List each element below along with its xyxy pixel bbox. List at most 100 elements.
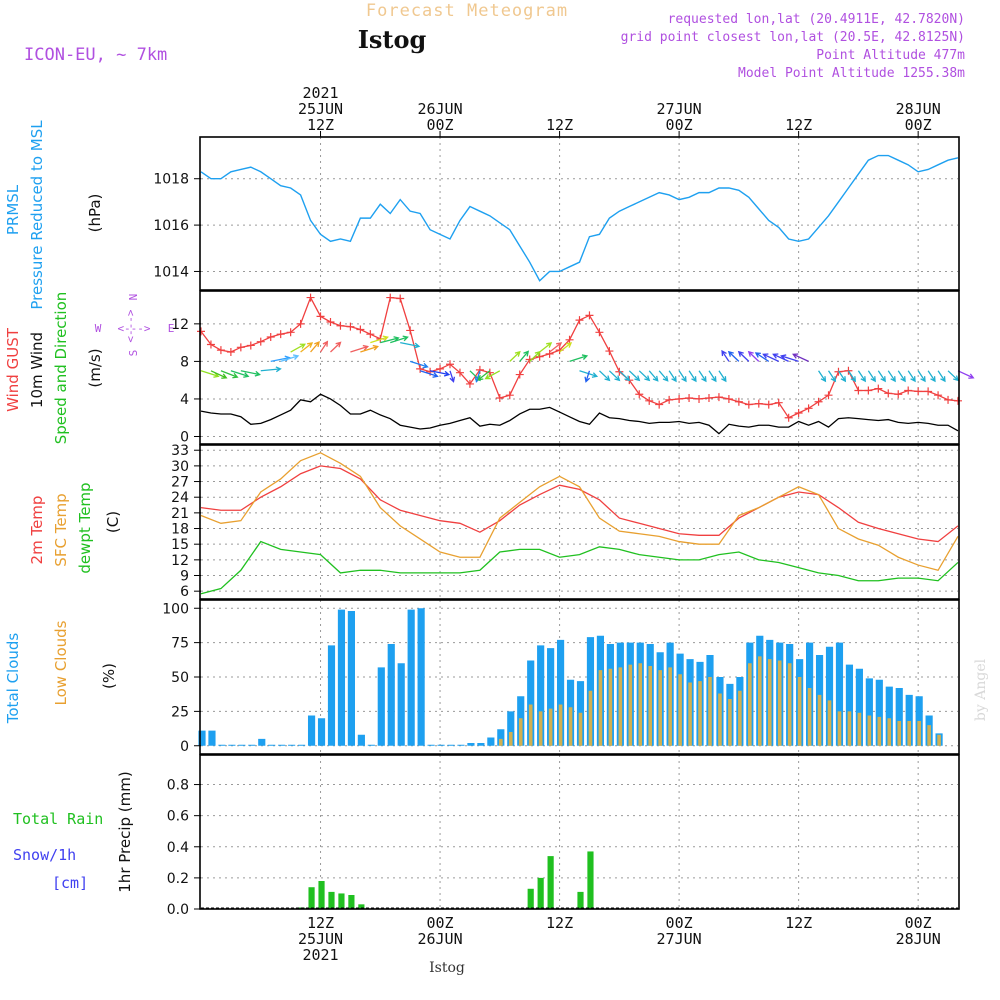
total-clouds-label: Total Clouds	[4, 633, 22, 725]
panel-frame-pressure	[199, 136, 960, 291]
footer-station: Istog	[429, 960, 465, 976]
gust-point-marker	[505, 391, 514, 400]
wind-direction-arrow	[737, 350, 750, 362]
low-cloud-bar	[608, 668, 613, 746]
total-cloud-bar	[208, 730, 216, 746]
wind-direction-arrow	[200, 370, 220, 378]
total-cloud-bar	[437, 744, 445, 746]
gust-label: Wind GUST	[4, 327, 22, 412]
gust-point-marker	[296, 319, 305, 328]
gust-point-marker	[406, 326, 415, 335]
gust-point-marker	[934, 391, 943, 400]
gust-point-marker	[784, 413, 793, 422]
total-cloud-bar	[835, 642, 844, 746]
wind-direction-arrow	[477, 370, 491, 381]
time-label-top: 26JUN	[417, 100, 462, 118]
low-cloud-bar	[548, 708, 553, 746]
compass-ew-arrow: <--->	[117, 322, 150, 335]
low-cloud-bar	[817, 694, 822, 746]
gust-point-marker	[754, 399, 763, 408]
wind10m-series-line	[200, 393, 959, 435]
low-cloud-bar	[518, 718, 523, 746]
gust-point-marker	[446, 360, 455, 369]
time-label-bottom: 12Z	[546, 914, 573, 932]
low-cloud-bar	[708, 677, 712, 746]
total-cloud-bar	[855, 668, 863, 746]
gust-point-marker	[615, 367, 624, 376]
gust-point-marker	[914, 387, 923, 396]
wind-direction-arrow	[449, 370, 456, 383]
gust-point-marker	[675, 394, 684, 403]
snow-unit-label: [cm]	[52, 874, 88, 892]
total-cloud-bar	[307, 715, 316, 746]
total-cloud-bar	[377, 667, 385, 746]
total-cloud-bar	[556, 639, 565, 746]
total-cloud-bar	[268, 744, 276, 746]
total-cloud-bar	[885, 686, 893, 746]
wind-direction-arrow	[818, 370, 827, 383]
low-cloud-bar	[578, 712, 583, 746]
precip-tick-label: 0.6	[167, 809, 189, 825]
compass-e: E	[168, 322, 175, 335]
total-cloud-bar	[347, 611, 355, 746]
wind-direction-arrow	[270, 355, 291, 363]
total-cloud-bar	[477, 743, 485, 746]
temperature-tick-label: 18	[171, 522, 189, 538]
time-label-bottom: 27JUN	[657, 930, 702, 948]
time-label-bottom: 26JUN	[417, 930, 462, 948]
total-cloud-bar	[288, 744, 296, 746]
pressure-tick-label: 1016	[153, 218, 189, 234]
gust-point-marker	[366, 330, 375, 339]
wind-direction-arrow	[668, 370, 677, 383]
total-cloud-bar	[218, 744, 226, 746]
total-cloud-bar	[905, 694, 913, 746]
wind-direction-arrow	[319, 340, 329, 353]
wind-tick-label: 4	[180, 392, 189, 408]
low-cloud-bar	[837, 711, 842, 746]
total-cloud-bar	[537, 645, 545, 746]
gust-point-marker	[924, 387, 933, 396]
low-cloud-bar	[777, 660, 782, 746]
gust-point-marker	[216, 346, 225, 355]
low-cloud-bar	[588, 690, 593, 746]
chart-title: Forecast Meteogram	[366, 1, 568, 21]
wind-direction-arrow	[350, 344, 370, 353]
temperature-tick-label: 15	[171, 537, 189, 553]
wind-direction-arrow	[400, 341, 421, 349]
gust-point-marker	[326, 317, 335, 326]
low-cloud-bar	[857, 712, 862, 746]
gust-point-marker	[724, 394, 733, 403]
wind-direction-arrow	[747, 350, 760, 362]
wind-direction-arrow	[658, 370, 669, 382]
total-cloud-bar	[298, 744, 306, 746]
time-label-top: 12Z	[307, 116, 334, 134]
pressure-label-2: Pressure Reduced to MSL	[28, 120, 46, 310]
clouds-tick-label: 100	[162, 601, 189, 617]
wind-direction-arrow	[240, 370, 261, 377]
gust-point-marker	[734, 397, 743, 406]
wind-direction-arrow	[917, 370, 926, 383]
low-cloud-bar	[738, 690, 742, 746]
time-label-top: 00Z	[905, 116, 932, 134]
total-cloud-bar	[457, 744, 465, 746]
gust-point-marker	[455, 368, 464, 377]
low-cloud-bar	[807, 688, 812, 746]
total-cloud-bar	[327, 645, 336, 746]
gust-point-marker	[286, 328, 295, 337]
time-label-bottom: 28JUN	[896, 930, 941, 948]
low-cloud-bar	[668, 667, 672, 746]
wind-direction-arrow	[529, 350, 541, 362]
wind-direction-arrow	[827, 370, 837, 383]
wind-direction-arrow	[370, 335, 389, 344]
gust-point-marker	[236, 343, 245, 352]
low-cloud-bar	[528, 704, 533, 746]
low-cloud-bar	[688, 682, 692, 746]
wind-direction-arrow	[927, 370, 936, 383]
compass-ns-arrow: <--->	[124, 309, 137, 342]
compass-w: W	[95, 322, 102, 335]
gust-point-marker	[804, 404, 813, 413]
low-cloud-bar	[698, 681, 702, 746]
wind-direction-arrow	[718, 370, 727, 383]
wind-direction-arrow	[549, 342, 563, 353]
low-cloud-bar	[508, 732, 513, 746]
